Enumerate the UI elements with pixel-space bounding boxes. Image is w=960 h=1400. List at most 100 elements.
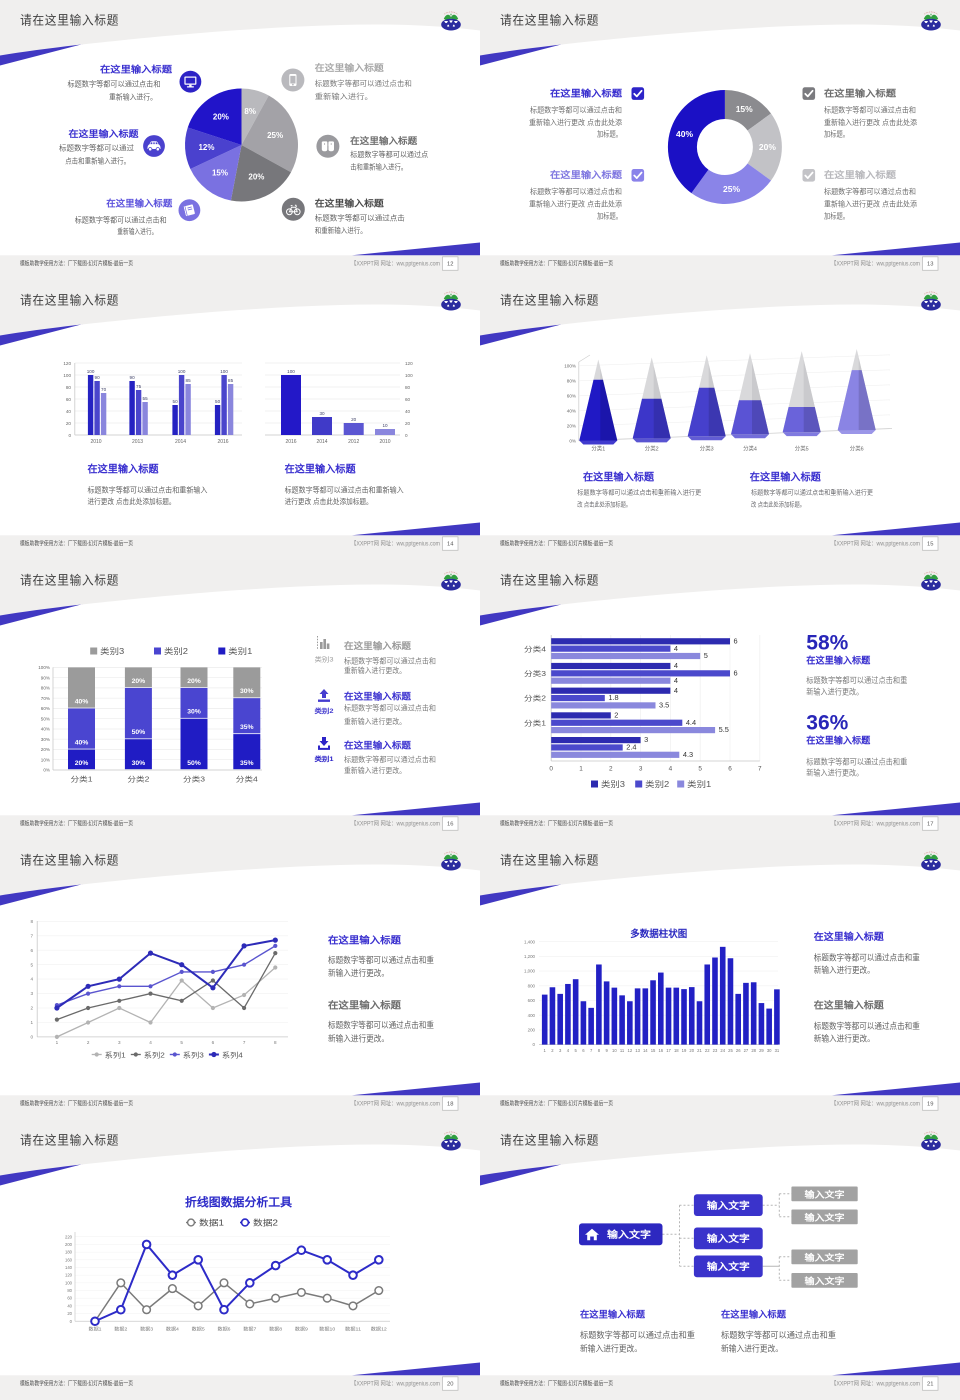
svg-text:21: 21: [697, 1048, 702, 1053]
svg-text:4: 4: [674, 686, 678, 695]
svg-text:在这里输入标题: 在这里输入标题: [69, 128, 140, 139]
svg-text:0: 0: [405, 433, 408, 438]
svg-text:标题数字等都可以通过点击和: 标题数字等都可以通过点击和: [344, 656, 436, 665]
svg-text:0: 0: [70, 1319, 73, 1324]
svg-text:100: 100: [405, 373, 413, 378]
svg-text:新输入进行更改。: 新输入进行更改。: [806, 687, 863, 697]
svg-text:重新输入进行更改 点击此处添: 重新输入进行更改 点击此处添: [824, 118, 918, 127]
svg-text:类别3: 类别3: [315, 654, 335, 663]
svg-text:系列1: 系列1: [105, 1050, 126, 1059]
svg-text:12: 12: [628, 1048, 633, 1053]
svg-text:15%: 15%: [212, 169, 228, 178]
svg-text:在这里输入标题: 在这里输入标题: [100, 64, 173, 75]
svg-text:2: 2: [614, 711, 618, 720]
svg-text:数据11: 数据11: [345, 1326, 362, 1333]
svg-text:20: 20: [66, 421, 72, 426]
svg-text:6: 6: [30, 948, 33, 953]
svg-text:70%: 70%: [41, 696, 50, 701]
svg-text:100: 100: [63, 373, 71, 378]
svg-text:标题数字等都可以通过点击和: 标题数字等都可以通过点击和: [75, 215, 167, 224]
svg-text:30: 30: [767, 1048, 772, 1053]
svg-text:20: 20: [405, 421, 411, 426]
svg-text:模板助教学使用方法：厂下载图-幻灯片模板-最后一页: 模板助教学使用方法：厂下载图-幻灯片模板-最后一页: [500, 1379, 613, 1387]
svg-text:40: 40: [405, 409, 411, 414]
svg-text:7: 7: [243, 1040, 246, 1045]
svg-text:8: 8: [274, 1040, 277, 1045]
svg-text:数据3: 数据3: [140, 1326, 154, 1333]
svg-text:80: 80: [67, 1288, 72, 1293]
svg-text:新输入进行更改。: 新输入进行更改。: [814, 1033, 875, 1043]
svg-text:2: 2: [30, 1006, 33, 1011]
svg-text:分类1: 分类1: [591, 444, 605, 452]
svg-text:14: 14: [643, 1048, 648, 1053]
svg-text:【XXPPT网 网址：ww.pptgenius.com: 【XXPPT网 网址：ww.pptgenius.com: [831, 1099, 920, 1107]
svg-text:请在这里输入标题: 请在这里输入标题: [20, 12, 119, 27]
svg-text:7: 7: [30, 933, 33, 938]
svg-text:85: 85: [186, 378, 192, 383]
svg-text:【XXPPT网 网址：ww.pptgenius.com: 【XXPPT网 网址：ww.pptgenius.com: [351, 819, 440, 827]
svg-text:在这里输入标题: 在这里输入标题: [328, 934, 402, 946]
svg-text:15: 15: [927, 542, 933, 548]
svg-text:模板助教学使用方法：厂下载图-幻灯片模板-最后一页: 模板助教学使用方法：厂下载图-幻灯片模板-最后一页: [20, 1099, 133, 1107]
svg-text:标题数字等都可以通过点击和重: 标题数字等都可以通过点击和重: [721, 1330, 836, 1340]
svg-text:140: 140: [65, 1265, 73, 1270]
svg-text:2: 2: [609, 765, 613, 772]
svg-text:标题数字等都可以通过点击和重新输入进行更: 标题数字等都可以通过点击和重新输入进行更: [577, 488, 701, 497]
svg-text:标题数字等都可以通过点击和重: 标题数字等都可以通过点击和重: [814, 953, 920, 963]
svg-text:击和重新输入进行。: 击和重新输入进行。: [350, 163, 407, 172]
svg-text:4: 4: [30, 977, 33, 982]
svg-text:重新输入进行更改。: 重新输入进行更改。: [344, 666, 406, 675]
svg-text:标题数字等都可以通过点击和重: 标题数字等都可以通过点击和重: [328, 955, 434, 965]
svg-text:50%: 50%: [187, 760, 201, 767]
svg-text:改 点击此处添加标题。: 改 点击此处添加标题。: [751, 500, 805, 509]
svg-text:19: 19: [682, 1048, 687, 1053]
svg-text:22: 22: [705, 1048, 710, 1053]
svg-text:2016: 2016: [285, 439, 296, 445]
svg-text:40%: 40%: [567, 408, 576, 413]
svg-text:5.5: 5.5: [719, 725, 729, 734]
svg-text:标题数字等都可以通过点击和: 标题数字等都可以通过点击和: [530, 187, 622, 196]
svg-text:18: 18: [674, 1048, 679, 1053]
svg-text:120: 120: [63, 361, 71, 366]
svg-text:在这里输入标题: 在这里输入标题: [806, 735, 871, 746]
svg-text:标题数字等都可以通过点击和重新输入: 标题数字等都可以通过点击和重新输入: [285, 485, 405, 494]
svg-text:折线图数据分析工具: 折线图数据分析工具: [185, 1195, 293, 1209]
svg-text:标题数字等都可以通过点击和: 标题数字等都可以通过点击和: [530, 106, 622, 115]
svg-text:0%: 0%: [43, 768, 50, 773]
svg-text:12%: 12%: [198, 143, 214, 152]
svg-text:4: 4: [149, 1040, 152, 1045]
svg-text:请在这里输入标题: 请在这里输入标题: [20, 572, 119, 587]
svg-text:10: 10: [612, 1048, 617, 1053]
svg-text:数据1: 数据1: [199, 1218, 225, 1228]
svg-text:在这里输入标题: 在这里输入标题: [814, 931, 885, 943]
svg-text:15%: 15%: [736, 104, 753, 114]
svg-text:7: 7: [758, 765, 762, 772]
svg-text:100: 100: [65, 1280, 73, 1285]
svg-text:输入文字: 输入文字: [707, 1261, 751, 1273]
svg-text:标题数字等都可以通过点击和: 标题数字等都可以通过点击和: [824, 187, 916, 196]
svg-text:模板助教学使用方法：厂下载图-幻灯片模板-最后一页: 模板助教学使用方法：厂下载图-幻灯片模板-最后一页: [500, 1099, 613, 1107]
svg-text:分类2: 分类2: [127, 775, 149, 784]
svg-text:6: 6: [728, 765, 732, 772]
svg-text:【XXPPT网 网址：ww.pptgenius.com: 【XXPPT网 网址：ww.pptgenius.com: [351, 259, 440, 267]
svg-text:请在这里输入标题: 请在这里输入标题: [500, 292, 599, 307]
svg-text:类别3: 类别3: [601, 779, 626, 789]
svg-text:80: 80: [405, 385, 411, 390]
svg-text:输入文字: 输入文字: [805, 1188, 845, 1199]
svg-text:新输入进行更改。: 新输入进行更改。: [580, 1344, 642, 1354]
svg-text:数据2: 数据2: [253, 1218, 279, 1228]
svg-text:200: 200: [65, 1242, 73, 1247]
svg-text:【XXPPT网 网址：ww.pptgenius.com: 【XXPPT网 网址：ww.pptgenius.com: [351, 1379, 440, 1387]
svg-text:17: 17: [927, 822, 933, 828]
svg-text:改 点击此处添加标题。: 改 点击此处添加标题。: [577, 500, 631, 509]
svg-text:1: 1: [56, 1040, 59, 1045]
svg-text:40%: 40%: [676, 129, 693, 139]
svg-text:分类3: 分类3: [524, 669, 546, 678]
svg-text:60: 60: [405, 397, 411, 402]
svg-text:模板助教学使用方法：厂下载图-幻灯片模板-最后一页: 模板助教学使用方法：厂下载图-幻灯片模板-最后一页: [500, 819, 613, 827]
svg-text:重新输入进行。: 重新输入进行。: [117, 227, 157, 236]
svg-text:标题数字等都可以通过点击和重: 标题数字等都可以通过点击和重: [806, 756, 907, 766]
svg-text:请在这里输入标题: 请在这里输入标题: [500, 12, 599, 27]
svg-text:8: 8: [598, 1048, 601, 1053]
svg-text:标题数字等都可以通过点击和重: 标题数字等都可以通过点击和重: [580, 1330, 695, 1340]
